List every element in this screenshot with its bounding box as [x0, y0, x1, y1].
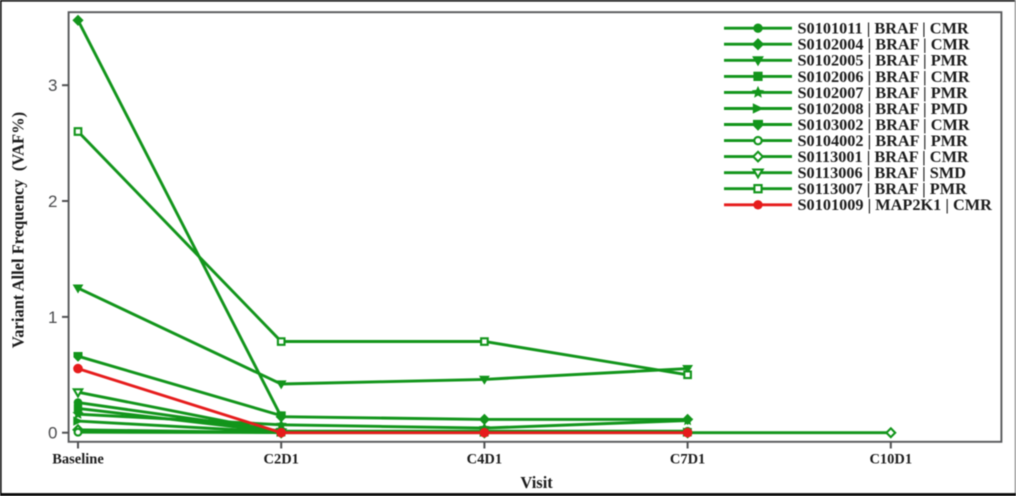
svg-text:S0101011 | BRAF | CMR: S0101011 | BRAF | CMR: [798, 19, 969, 38]
svg-text:Variant Allel Frequency (VAF%: Variant Allel Frequency (VAF%): [9, 112, 28, 348]
svg-text:S0113006 | BRAF | SMD: S0113006 | BRAF | SMD: [798, 163, 967, 182]
svg-text:Baseline: Baseline: [52, 452, 104, 468]
svg-text:S0104002 | BRAF | PMR: S0104002 | BRAF | PMR: [798, 131, 969, 150]
svg-text:Visit: Visit: [520, 473, 553, 492]
svg-text:S0102004 | BRAF | CMR: S0102004 | BRAF | CMR: [798, 35, 970, 54]
svg-text:S0103002 | BRAF | CMR: S0103002 | BRAF | CMR: [798, 115, 970, 134]
svg-text:S0102007 | BRAF | PMR: S0102007 | BRAF | PMR: [798, 83, 969, 102]
svg-text:2: 2: [48, 192, 57, 211]
svg-text:S0113001 | BRAF | CMR: S0113001 | BRAF | CMR: [798, 147, 969, 166]
svg-text:C7D1: C7D1: [670, 452, 705, 468]
svg-text:0: 0: [48, 424, 57, 443]
svg-text:C2D1: C2D1: [263, 452, 298, 468]
svg-text:3: 3: [48, 76, 57, 95]
svg-text:S0102005 | BRAF | PMR: S0102005 | BRAF | PMR: [798, 51, 969, 70]
svg-text:C4D1: C4D1: [467, 452, 502, 468]
svg-text:1: 1: [48, 308, 57, 327]
svg-text:S0101009 | MAP2K1 | CMR: S0101009 | MAP2K1 | CMR: [798, 195, 993, 214]
svg-text:S0113007 | BRAF | PMR: S0113007 | BRAF | PMR: [798, 179, 968, 198]
svg-text:S0102006 | BRAF | CMR: S0102006 | BRAF | CMR: [798, 67, 970, 86]
svg-text:S0102008 | BRAF | PMD: S0102008 | BRAF | PMD: [798, 99, 968, 118]
svg-text:C10D1: C10D1: [869, 452, 912, 468]
